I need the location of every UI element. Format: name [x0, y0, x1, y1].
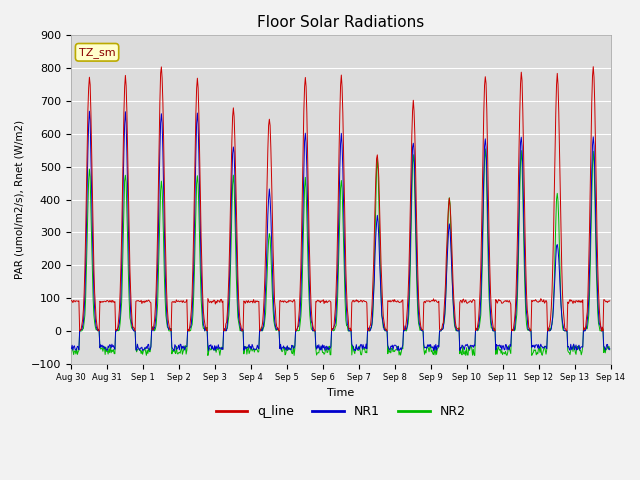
Line: NR1: NR1	[70, 111, 610, 350]
Text: TZ_sm: TZ_sm	[79, 47, 115, 58]
Y-axis label: PAR (umol/m2/s), Rnet (W/m2): PAR (umol/m2/s), Rnet (W/m2)	[15, 120, 25, 279]
Line: q_line: q_line	[70, 67, 610, 331]
Legend: q_line, NR1, NR2: q_line, NR1, NR2	[211, 400, 470, 423]
X-axis label: Time: Time	[327, 388, 354, 398]
Line: NR2: NR2	[70, 149, 610, 356]
Title: Floor Solar Radiations: Floor Solar Radiations	[257, 15, 424, 30]
